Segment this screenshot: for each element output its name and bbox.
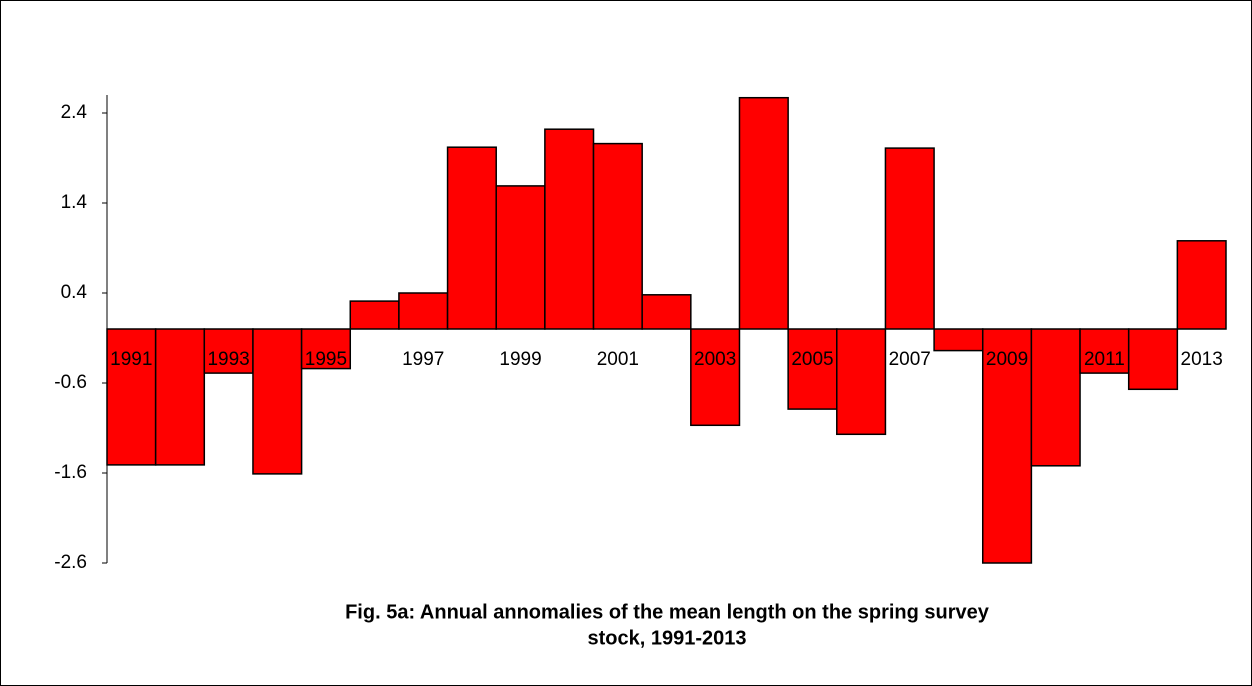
y-tick-label: 2.4 [61, 102, 88, 123]
bar [495, 185, 546, 330]
chart-title: Fig. 5a: Annual annomalies of the mean l… [345, 601, 990, 623]
x-tick-label: 2005 [791, 349, 833, 370]
bar [1127, 328, 1179, 391]
x-tick-label: 1993 [207, 349, 249, 370]
y-tick-label: -0.6 [54, 372, 87, 393]
bar [787, 328, 838, 410]
bar [690, 328, 741, 427]
bar [398, 292, 449, 330]
x-tick-label: 2001 [597, 349, 639, 370]
x-tick-label: 2013 [1181, 349, 1223, 370]
bar [981, 328, 1033, 564]
bar [836, 328, 887, 436]
y-tick-label: -2.6 [54, 552, 87, 573]
bar [252, 328, 303, 475]
bar [592, 142, 643, 330]
bar [884, 147, 935, 330]
bar [641, 294, 692, 330]
bar [300, 328, 352, 370]
y-tick-label: -1.6 [54, 462, 87, 483]
x-tick-label: 2003 [694, 349, 736, 370]
x-tick-label: 2007 [889, 349, 931, 370]
y-tick-label: 0.4 [61, 282, 88, 303]
x-tick-label: 1999 [499, 349, 541, 370]
bar [1030, 328, 1081, 467]
bar [544, 128, 595, 330]
chart-title: stock, 1991-2013 [587, 627, 746, 649]
bar [1176, 240, 1227, 330]
bar [154, 328, 206, 466]
bar [446, 146, 497, 330]
x-tick-label: 2009 [986, 349, 1028, 370]
x-tick-label: 1995 [305, 349, 347, 370]
bar [203, 328, 254, 374]
x-tick-label: 2011 [1084, 349, 1125, 370]
bar [349, 300, 400, 330]
x-tick-label: 1991 [110, 349, 152, 370]
bar [933, 328, 984, 352]
bar [106, 328, 157, 466]
y-tick-label: 1.4 [61, 192, 88, 213]
x-tick-label: 1997 [402, 349, 444, 370]
bar [738, 96, 789, 330]
